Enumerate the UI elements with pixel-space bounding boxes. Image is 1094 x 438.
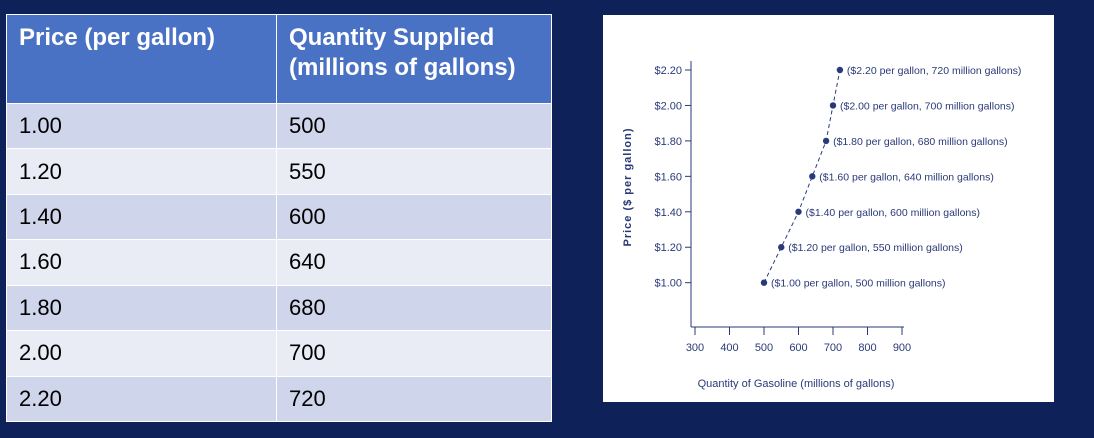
table-row: 2.00 700 — [6, 330, 552, 377]
y-tick-label: $2.20 — [654, 65, 682, 77]
header-price: Price (per gallon) — [6, 14, 277, 104]
chart-marks: ($1.00 per gallon, 500 million gallons) (… — [760, 65, 1022, 290]
quantity-cell: 640 — [276, 239, 552, 286]
price-cell: 2.20 — [6, 375, 277, 423]
y-tick-label: $1.40 — [654, 207, 682, 219]
y-tick-label: $1.80 — [654, 136, 682, 148]
point-label: ($1.80 per gallon, 680 million gallons) — [833, 136, 1008, 148]
header-quantity: Quantity Supplied (millions of gallons) — [276, 14, 552, 104]
y-tick-label: $1.60 — [654, 171, 682, 183]
quantity-cell: 720 — [276, 375, 552, 423]
x-axis-title: Quantity of Gasoline (millions of gallon… — [698, 378, 895, 390]
point-label: ($2.20 per gallon, 720 million gallons) — [847, 65, 1022, 77]
quantity-cell: 500 — [276, 102, 552, 150]
x-tick-label: 600 — [789, 342, 807, 354]
y-tick-label: $1.20 — [654, 242, 682, 254]
point-label: ($2.00 per gallon, 700 million gallons) — [840, 100, 1015, 112]
x-tick-label: 400 — [720, 342, 738, 354]
x-tick-label: 500 — [755, 342, 773, 354]
supply-chart: 300 400 500 600 700 800 900 $1.00 $1.20 $1.40 $1.6… — [622, 61, 1022, 390]
quantity-cell: 700 — [276, 330, 552, 377]
price-cell: 1.60 — [6, 239, 277, 286]
point-label: ($1.00 per gallon, 500 million gallons) — [771, 278, 946, 290]
quantity-cell: 600 — [276, 193, 552, 241]
axes: 300 400 500 600 700 800 900 $1.00 $1.20 $1.40 $1.6… — [622, 61, 911, 390]
data-point — [836, 66, 844, 74]
x-tick-label: 700 — [824, 342, 842, 354]
quantity-cell: 550 — [276, 148, 552, 195]
point-label: ($1.20 per gallon, 550 million gallons) — [788, 242, 963, 254]
data-point — [795, 208, 802, 215]
data-point — [760, 279, 768, 286]
point-label: ($1.60 per gallon, 640 million gallons) — [819, 171, 994, 183]
data-point — [809, 173, 816, 180]
table-row: 1.80 680 — [6, 284, 552, 332]
data-point — [778, 244, 785, 251]
table-row: 1.60 640 — [6, 239, 552, 286]
supply-chart-panel: 300 400 500 600 700 800 900 $1.00 $1.20 $1.40 $1.6… — [603, 15, 1054, 402]
price-cell: 1.40 — [6, 193, 277, 241]
table-row: 1.20 550 — [6, 148, 552, 195]
table-row: 1.40 600 — [6, 193, 552, 241]
y-tick-label: $1.00 — [654, 278, 682, 290]
price-cell: 1.00 — [6, 102, 277, 150]
price-cell: 1.20 — [6, 148, 277, 195]
price-cell: 1.80 — [6, 284, 277, 332]
x-tick-label: 900 — [893, 342, 911, 354]
y-tick-label: $2.00 — [654, 100, 682, 112]
supply-table: Price (per gallon) Quantity Supplied (mi… — [6, 14, 552, 423]
data-point — [829, 102, 837, 109]
table-row: 1.00 500 — [6, 102, 552, 150]
point-label: ($1.40 per gallon, 600 million gallons) — [806, 207, 981, 219]
price-cell: 2.00 — [6, 330, 277, 377]
x-tick-label: 300 — [686, 342, 704, 354]
table-row: 2.20 720 — [6, 375, 552, 423]
y-axis-title: Price ($ per gallon) — [622, 127, 634, 246]
quantity-cell: 680 — [276, 284, 552, 332]
data-point — [822, 137, 830, 145]
x-tick-label: 800 — [858, 342, 876, 354]
table-header-row: Price (per gallon) Quantity Supplied (mi… — [6, 14, 552, 104]
